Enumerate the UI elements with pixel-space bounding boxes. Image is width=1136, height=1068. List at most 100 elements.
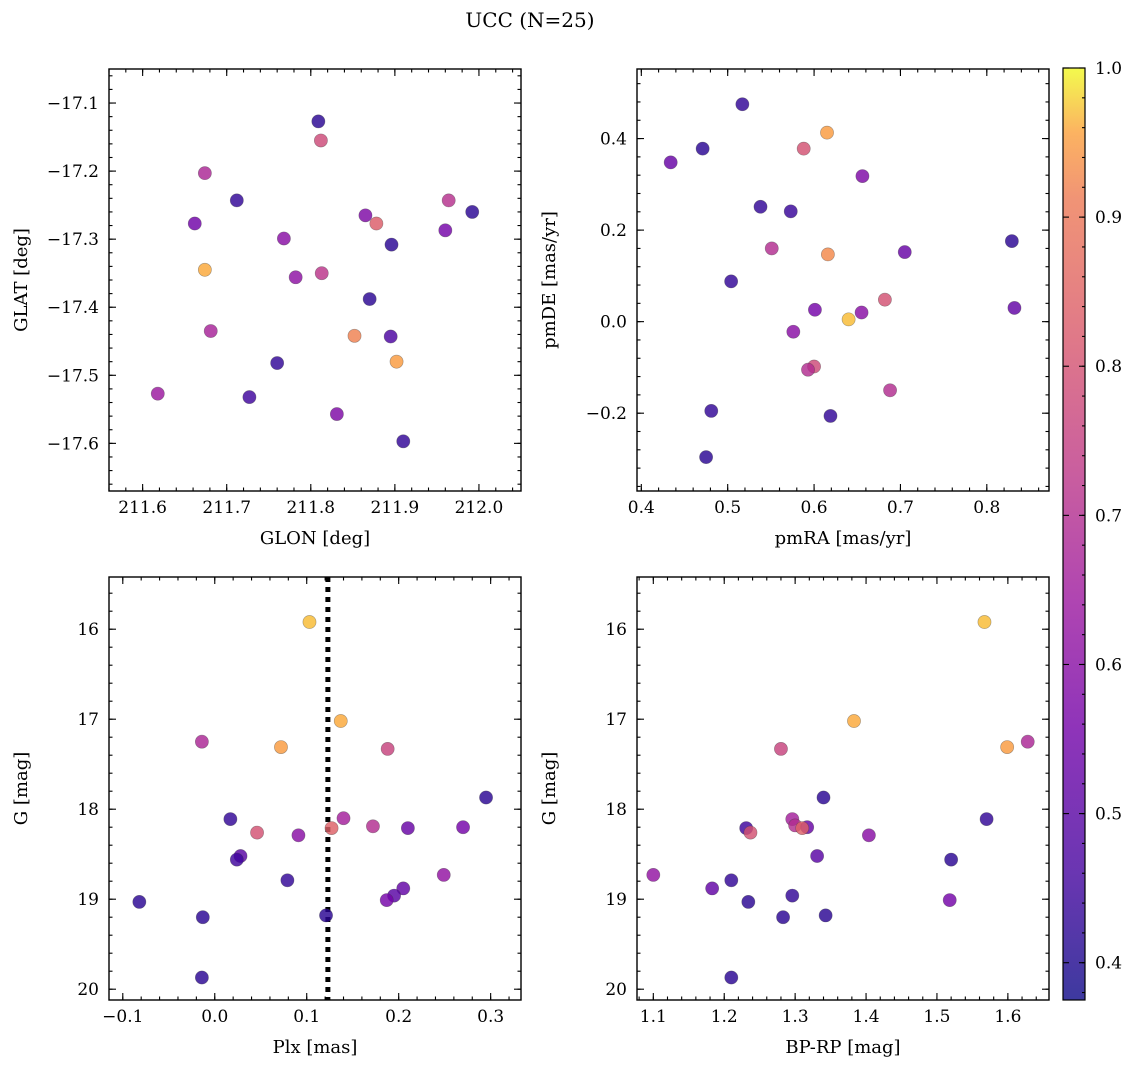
data-point-proper-motion-7 [783,204,798,219]
data-point-proper-motion-1 [820,125,834,140]
x-tick-label-position-4: 212.0 [455,498,504,518]
data-point-proper-motion-16 [854,305,869,320]
y-tick-label-position-3: −17.3 [47,230,99,250]
data-point-parallax-magnitude-6 [223,812,238,826]
data-point-color-magnitude-4 [1020,734,1035,749]
x-tick-label-color-magnitude-3: 1.4 [853,1007,880,1027]
data-point-color-magnitude-10 [795,821,810,835]
data-point-color-magnitude-23 [818,908,833,923]
colorbar-tick-label-5: 0.9 [1095,208,1122,228]
data-point-color-magnitude-12 [743,825,758,840]
x-tick-label-proper-motion-4: 0.8 [973,498,1000,518]
data-point-position-11 [384,237,399,252]
y-axis-label-position: GLAT [deg] [11,228,32,332]
data-point-color-magnitude-20 [942,893,957,907]
data-point-position-24 [396,434,411,449]
x-tick-label-parallax-magnitude-0: −0.1 [102,1007,143,1027]
data-point-proper-motion-5 [855,169,870,184]
data-point-color-magnitude-16 [646,868,661,882]
data-point-parallax-magnitude-0 [302,615,317,629]
x-axis-label-color-magnitude: BP-RP [mag] [785,1037,900,1058]
x-tick-label-color-magnitude-0: 1.1 [640,1007,667,1027]
data-point-proper-motion-2 [796,141,811,156]
x-axis-label-proper-motion: pmRA [mas/yr] [775,528,912,549]
y-tick-label-color-magnitude-4: 20 [605,980,627,1000]
colorbar: 0.4 0.5 0.6 0.7 0.8 0.9 1.0 [1062,59,1122,1001]
data-point-color-magnitude-18 [705,881,720,896]
data-point-color-magnitude-15 [944,852,959,867]
y-axis-label-parallax-magnitude: G [mag] [11,752,32,825]
panel-color-magnitude: 1.1 1.2 1.3 1.4 1.5 1.6 16 17 18 19 20 BP-RP [mag] G… [539,576,1050,1058]
data-point-parallax-magnitude-8 [250,825,264,840]
x-axis-label-position: GLON [deg] [260,528,370,549]
y-axis-label-color-magnitude: G [mag] [539,752,560,825]
y-tick-label-parallax-magnitude-0: 16 [77,620,99,640]
x-tick-label-position-0: 211.6 [118,498,167,518]
y-tick-label-position-4: −17.2 [47,162,99,182]
data-point-position-21 [150,386,165,401]
x-tick-label-color-magnitude-4: 1.5 [923,1007,950,1027]
data-point-parallax-magnitude-5 [479,790,493,805]
axes-frame-proper-motion [636,68,1050,492]
data-point-position-7 [187,216,202,231]
y-axis-label-proper-motion: pmDE [mas/yr] [539,211,560,349]
data-point-proper-motion-11 [820,247,835,262]
x-tick-label-proper-motion-3: 0.7 [887,498,914,518]
colorbar-tick-label-1: 0.5 [1095,805,1122,825]
panel-proper-motion: 0.4 0.5 0.6 0.7 0.8 −0.2 0.0 0.2 0.4 pmRA [mas/yr… [539,68,1050,549]
data-point-color-magnitude-14 [810,849,825,863]
data-point-parallax-magnitude-16 [280,873,295,888]
data-point-color-magnitude-19 [785,888,800,903]
y-tick-label-parallax-magnitude-2: 18 [77,800,99,820]
data-point-color-magnitude-22 [776,910,790,925]
y-tick-label-position-5: −17.1 [47,94,99,114]
data-point-position-23 [329,407,344,421]
data-point-position-4 [441,193,456,208]
x-axis-label-parallax-magnitude: Plx [mas] [273,1037,358,1058]
data-point-proper-motion-20 [801,362,815,377]
data-point-proper-motion-22 [704,404,719,418]
data-point-position-17 [347,328,362,343]
y-tick-label-position-0: −17.6 [47,434,99,454]
data-point-position-15 [362,292,377,306]
x-tick-label-color-magnitude-1: 1.2 [711,1007,738,1027]
x-tick-label-color-magnitude-5: 1.6 [994,1007,1021,1027]
data-point-position-2 [197,166,212,181]
data-point-parallax-magnitude-10 [366,819,380,834]
data-point-parallax-magnitude-15 [229,852,244,867]
data-point-proper-motion-15 [808,302,822,317]
data-point-position-6 [358,208,373,223]
y-tick-label-color-magnitude-1: 17 [605,710,627,730]
data-point-proper-motion-13 [877,292,892,307]
data-point-parallax-magnitude-22 [195,910,210,925]
data-point-position-10 [276,231,291,246]
data-point-parallax-magnitude-4 [380,742,395,756]
data-point-position-5 [465,205,480,219]
x-tick-label-position-1: 211.7 [202,498,251,518]
x-tick-label-proper-motion-1: 0.5 [714,498,741,518]
data-point-parallax-magnitude-23 [319,908,333,923]
data-point-color-magnitude-6 [979,812,994,826]
data-point-proper-motion-14 [1007,301,1022,315]
data-point-color-magnitude-17 [724,873,739,888]
data-point-position-19 [389,354,404,369]
data-point-proper-motion-3 [695,141,710,156]
data-point-parallax-magnitude-18 [396,881,411,896]
colorbar-tick-label-6: 1.0 [1095,59,1122,79]
data-point-parallax-magnitude-20 [379,893,394,907]
data-point-proper-motion-18 [786,324,801,339]
x-tick-label-proper-motion-2: 0.6 [801,498,828,518]
data-point-proper-motion-6 [753,199,768,214]
data-point-proper-motion-17 [841,312,856,327]
x-tick-label-position-3: 211.9 [371,498,420,518]
data-point-parallax-magnitude-9 [324,821,339,835]
x-tick-label-color-magnitude-2: 1.3 [782,1007,809,1027]
data-point-parallax-magnitude-21 [132,895,147,909]
data-point-position-22 [242,390,257,404]
data-point-parallax-magnitude-12 [456,820,470,835]
x-tick-label-position-2: 211.8 [286,498,335,518]
y-tick-label-proper-motion-1: 0.0 [600,313,627,333]
data-point-color-magnitude-5 [816,790,831,805]
data-point-parallax-magnitude-11 [400,821,415,835]
